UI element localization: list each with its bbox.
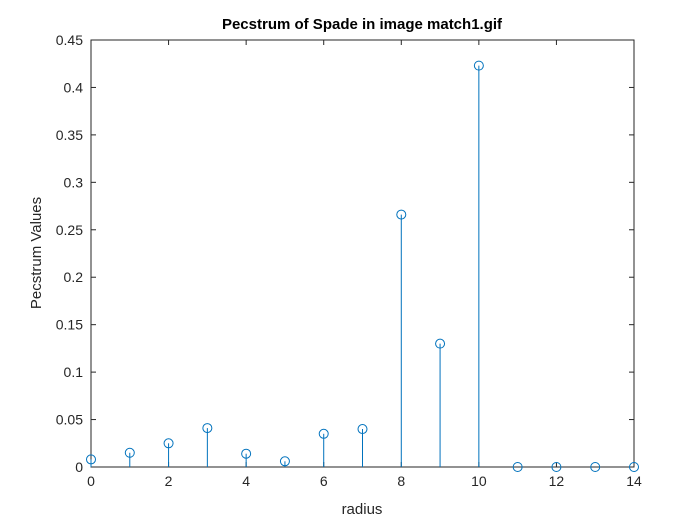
stem-marker xyxy=(163,438,174,449)
stem-marker xyxy=(512,462,523,472)
y-tick-label: 0.4 xyxy=(64,79,84,95)
y-tick-label: 0.3 xyxy=(64,174,84,190)
x-tick-label: 6 xyxy=(320,473,328,489)
y-tick-label: 0.1 xyxy=(64,364,84,380)
x-tick-label: 10 xyxy=(471,473,487,489)
stem-marker xyxy=(202,423,213,434)
stem-marker xyxy=(435,338,446,349)
x-tick-label: 2 xyxy=(165,473,173,489)
data-stems xyxy=(86,60,639,472)
y-tick-label: 0.35 xyxy=(56,127,83,143)
x-tick-label: 8 xyxy=(397,473,405,489)
x-tick-label: 14 xyxy=(626,473,642,489)
y-tick-label: 0.25 xyxy=(56,222,83,238)
x-tick-label: 0 xyxy=(87,473,95,489)
y-tick-label: 0.45 xyxy=(56,32,83,48)
axis-ticks: 0 2 4 6 8 10 12 14 0 0.05 0.1 0.15 0.2 0.25 0.3 0.35 0.4… xyxy=(56,32,642,489)
y-axis-label: Pecstrum Values xyxy=(28,197,45,309)
stem-marker xyxy=(86,454,96,465)
y-tick-label: 0.05 xyxy=(56,412,83,428)
stem-marker xyxy=(357,424,368,435)
stem-marker xyxy=(629,462,639,472)
x-axis-label: radius xyxy=(342,501,383,518)
chart-title: Pecstrum of Spade in image match1.gif xyxy=(222,16,503,33)
stem-marker xyxy=(124,447,135,458)
stem-marker xyxy=(551,462,562,472)
y-tick-label: 0.15 xyxy=(56,317,83,333)
stem-marker xyxy=(396,209,407,220)
stem-marker xyxy=(318,428,329,439)
stem-marker xyxy=(279,456,290,467)
y-tick-label: 0 xyxy=(75,459,83,475)
x-tick-label: 12 xyxy=(549,473,565,489)
stem-marker xyxy=(590,462,601,472)
x-tick-label: 4 xyxy=(242,473,250,489)
stem-marker xyxy=(473,60,484,71)
y-tick-label: 0.2 xyxy=(64,269,84,285)
plot-area xyxy=(90,39,635,468)
stem-marker xyxy=(241,448,252,459)
